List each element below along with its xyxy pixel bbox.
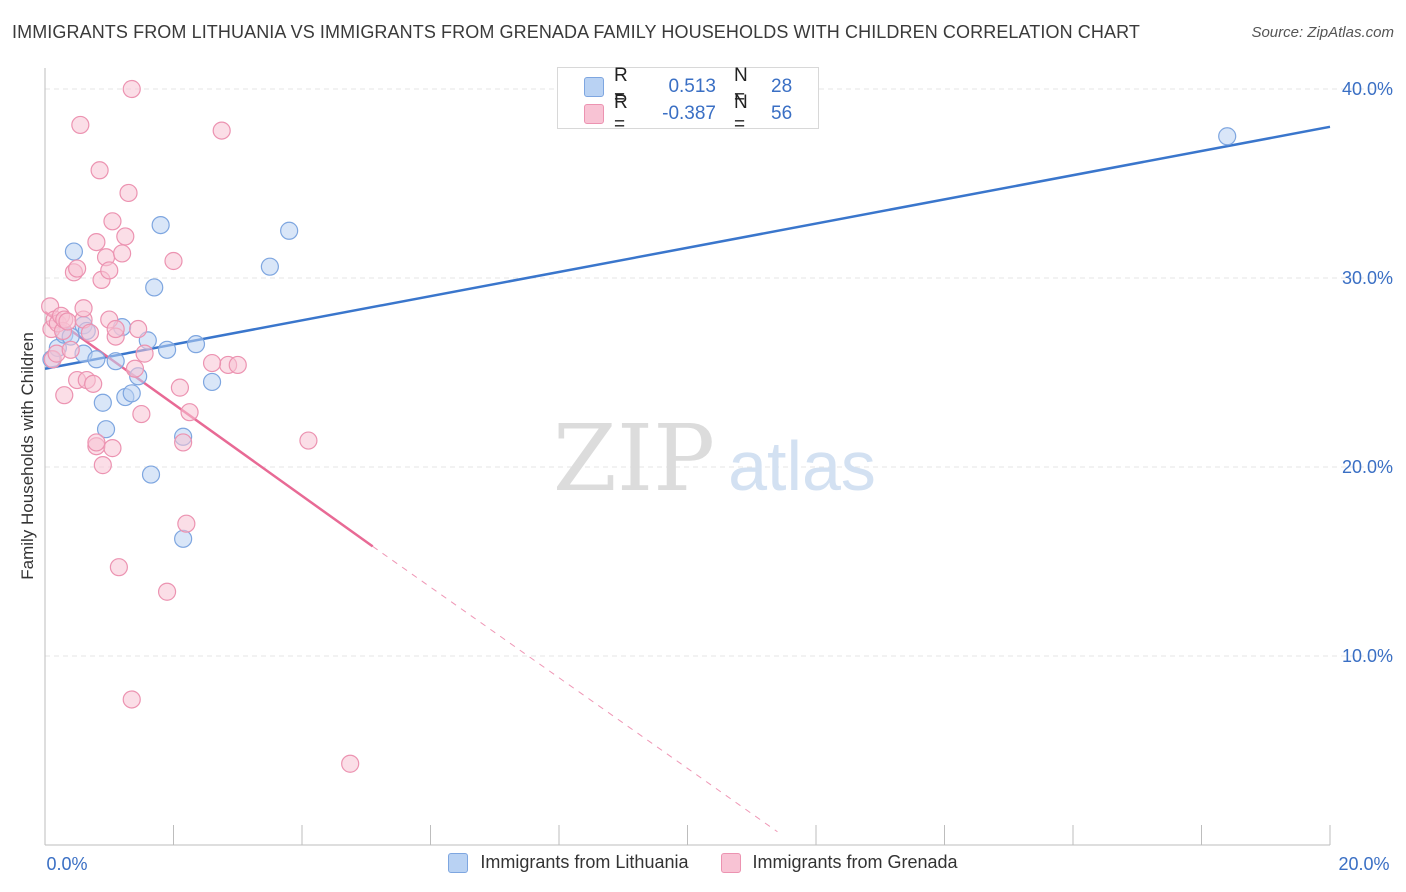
lithuania-point <box>96 420 116 439</box>
grenada-trend-line <box>44 311 374 548</box>
grenada-point <box>90 161 109 180</box>
tick-label-layer: 10.0% 20.0% 30.0% 40.0% 0.0% 20.0% <box>46 79 1393 874</box>
stats-r-label: R = <box>614 65 628 108</box>
grenada-point <box>119 183 138 203</box>
stats-n-label: N = <box>734 92 748 135</box>
grenada-point <box>109 558 128 577</box>
grenada-point <box>74 299 93 318</box>
legend-item-grenada: Immigrants from Grenada <box>720 852 958 873</box>
lithuania-point <box>186 335 206 354</box>
grenada-point <box>341 754 360 773</box>
legend-swatch-pink <box>720 852 741 873</box>
grenada-point <box>116 227 135 246</box>
grenada-point <box>103 212 122 231</box>
legend-swatch-blue <box>448 852 469 873</box>
grenada-point <box>299 431 318 450</box>
stats-r-value: 0.513 <box>668 76 716 97</box>
lithuania-point <box>106 352 125 371</box>
stats-n-value: 56 <box>771 103 793 124</box>
grenada-point <box>125 359 145 378</box>
stats-n-label: N = <box>734 65 748 108</box>
stats-r-label: R = <box>614 92 628 135</box>
grid-layer <box>45 88 1395 657</box>
grenada-point <box>122 79 141 99</box>
lithuania-trend-line <box>44 125 1331 370</box>
stats-swatch-blue <box>584 77 604 97</box>
lithuania-point <box>280 221 299 240</box>
grenada-point <box>68 259 87 278</box>
grenada-point <box>129 319 148 339</box>
lithuania-point <box>141 465 161 484</box>
legend-item-lithuania: Immigrants from Lithuania <box>448 852 689 873</box>
grenada-point <box>103 439 122 458</box>
lithuania-point <box>93 393 112 412</box>
lithuania-point <box>145 278 164 297</box>
grenada-point <box>112 244 132 263</box>
grenada-point <box>228 355 247 375</box>
grenada-point <box>87 232 106 252</box>
axis-layer <box>44 68 1331 846</box>
grenada-point <box>180 403 199 422</box>
grenada-point <box>164 251 183 271</box>
grenada-point <box>132 404 151 424</box>
grenada-point <box>202 353 222 373</box>
grenada-point <box>122 690 141 709</box>
grenada-point <box>80 323 100 342</box>
grenada-point <box>106 319 125 339</box>
legend-label-grenada: Immigrants from Grenada <box>752 852 958 872</box>
grenada-point <box>100 261 119 280</box>
bottom-legend: Immigrants from Lithuania Immigrants fro… <box>0 852 1406 873</box>
grenada-point <box>177 514 196 533</box>
grenada-point <box>87 433 106 452</box>
stats-legend: R = 0.513 N = 28 R = -0.387 N = 56 <box>557 65 819 135</box>
watermark-atlas: atlas <box>728 427 876 505</box>
grenada-trend-line-extrapolated <box>372 545 778 833</box>
lithuania-point <box>157 340 177 359</box>
stats-r-value: -0.387 <box>662 103 716 124</box>
grenada-point <box>55 386 74 405</box>
grenada-point <box>93 456 112 475</box>
grenada-point <box>212 121 231 140</box>
grenada-point <box>84 374 103 393</box>
watermark: ZIP atlas <box>553 405 876 512</box>
source-label: Source: ZipAtlas.com <box>1251 24 1394 41</box>
grenada-point <box>135 344 154 363</box>
lithuania-point <box>87 350 106 369</box>
grenada-point <box>61 340 80 359</box>
grenada-point <box>58 312 77 331</box>
stats-n-value: 28 <box>771 76 793 97</box>
lithuania-point <box>1218 127 1237 146</box>
y-tick-label: 40.0% <box>1342 79 1393 99</box>
lithuania-point <box>202 372 222 392</box>
stats-swatch-pink <box>584 104 604 124</box>
grenada-point <box>174 433 193 452</box>
lithuania-point <box>260 257 279 276</box>
watermark-zip: ZIP <box>553 405 715 512</box>
y-tick-label: 10.0% <box>1342 646 1393 666</box>
x-tick-label: 20.0% <box>1338 854 1389 874</box>
lithuania-point <box>151 215 170 235</box>
y-tick-label: 30.0% <box>1342 268 1393 288</box>
lithuania-point <box>174 529 193 548</box>
x-tick-label: 0.0% <box>46 854 87 874</box>
grenada-point <box>157 582 177 601</box>
chart-title: IMMIGRANTS FROM LITHUANIA VS IMMIGRANTS … <box>12 22 1140 42</box>
lithuania-point <box>122 384 141 403</box>
y-tick-label: 20.0% <box>1342 457 1393 477</box>
legend-label-lithuania: Immigrants from Lithuania <box>480 852 689 872</box>
grenada-point <box>170 378 190 397</box>
lithuania-point <box>64 242 84 261</box>
points-layer <box>41 79 1237 773</box>
grenada-point <box>71 115 90 135</box>
